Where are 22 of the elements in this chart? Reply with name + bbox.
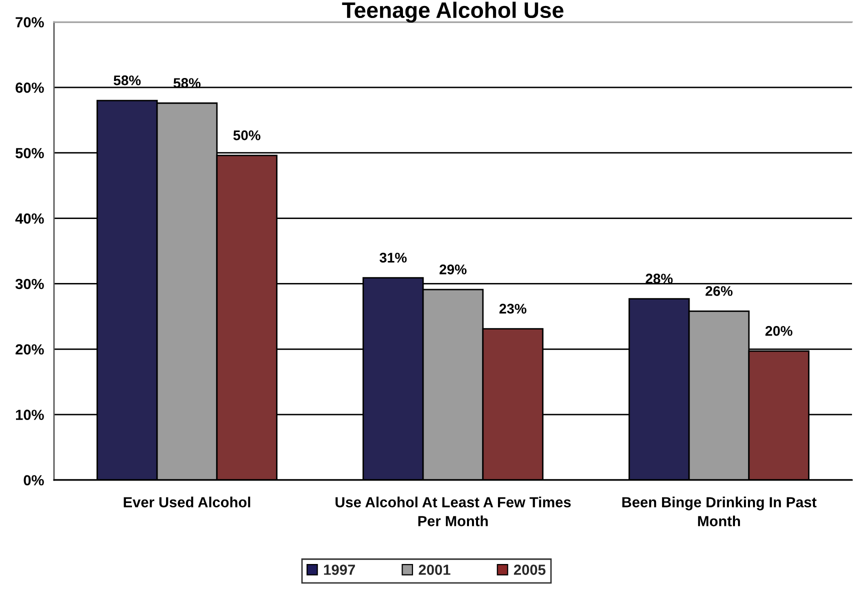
y-tick-label: 40% (15, 213, 44, 224)
data-label: 23% (499, 304, 526, 314)
x-tick-label: Use Alcohol At Least A Few Times Per Month (336, 496, 571, 526)
data-label: 29% (440, 264, 467, 274)
data-label: 58% (114, 75, 141, 86)
y-tick-label: 30% (15, 278, 44, 290)
data-label: 20% (765, 326, 792, 336)
legend-label: 2005 (514, 564, 546, 575)
y-tick-label: 50% (16, 148, 44, 158)
y-tick-label: 10% (16, 410, 44, 420)
y-tick-label: 20% (16, 344, 44, 355)
chart-title: Teenage Alcohol Use (342, 2, 564, 23)
data-label: 26% (706, 286, 733, 296)
data-label: 50% (233, 130, 260, 140)
x-tick-label: Ever Used Alcohol (124, 496, 250, 508)
y-tick-label: 60% (16, 82, 44, 93)
y-tick-label: 70% (16, 17, 44, 28)
y-tick-label: 0% (24, 475, 44, 486)
legend-label: 2001 (418, 564, 450, 575)
legend-label: 1997 (324, 564, 355, 575)
data-label: 31% (380, 252, 407, 263)
x-tick-label: Been Binge Drinking In Past Month (622, 496, 816, 526)
